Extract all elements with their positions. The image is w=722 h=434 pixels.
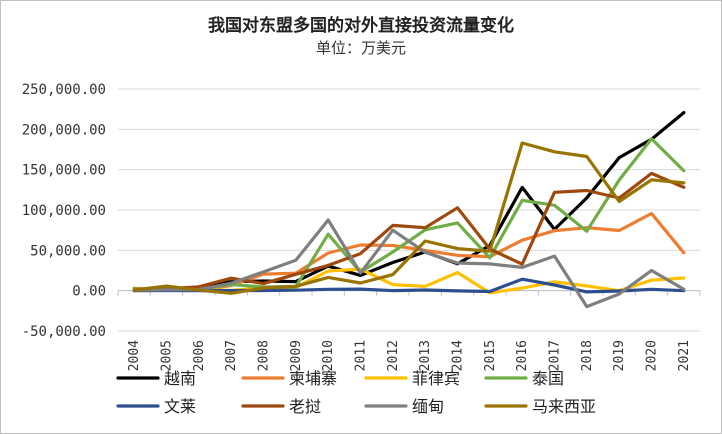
series-group	[132, 110, 686, 309]
x-tick-label: 2012	[386, 340, 401, 371]
legend-label: 柬埔寨	[289, 369, 337, 388]
y-tick-label: 250,000.00	[22, 82, 106, 98]
x-tick-label: 2007	[224, 340, 239, 371]
legend-label: 越南	[164, 369, 196, 388]
legend-label: 文莱	[164, 397, 196, 416]
y-tick-label: 200,000.00	[22, 122, 106, 138]
x-tick-label: 2010	[321, 340, 336, 371]
y-tick-label: 150,000.00	[22, 163, 106, 179]
x-tick-label: 2019	[612, 340, 627, 371]
y-tick-label: 0.00	[72, 284, 106, 300]
x-tick-label: 2005	[160, 340, 175, 371]
legend-label: 菲律宾	[412, 369, 460, 388]
x-tick-label: 2020	[645, 340, 660, 371]
x-tick-label: 2004	[127, 340, 142, 371]
y-tick-label: 50,000.00	[30, 243, 106, 259]
series-line-文莱	[132, 277, 686, 294]
x-tick-label: 2018	[580, 340, 595, 371]
y-tick-label: 100,000.00	[22, 203, 106, 219]
series-line-缅甸	[132, 218, 686, 309]
legend-label: 马来西亚	[532, 397, 596, 416]
x-tick-label: 2013	[418, 340, 433, 371]
chart-subtitle: 单位：万美元	[315, 39, 406, 57]
x-tick-label: 2021	[677, 340, 692, 371]
x-tick-label: 2014	[451, 340, 466, 371]
x-tick-label: 2011	[354, 340, 369, 371]
x-tick-label: 2015	[483, 340, 498, 371]
legend-label: 泰国	[532, 369, 564, 388]
series-line-泰国	[132, 137, 686, 292]
x-tick-label: 2009	[289, 340, 304, 371]
legend-label: 缅甸	[412, 397, 444, 416]
series-line-老挝	[132, 171, 686, 292]
x-tick-label: 2008	[257, 340, 272, 371]
series-line-马来西亚	[132, 141, 686, 295]
y-tick-label: -50,000.00	[22, 324, 106, 340]
series-line-越南	[132, 110, 686, 291]
x-tick-label: 2006	[192, 340, 207, 371]
legend-label: 老挝	[289, 397, 321, 416]
x-tick-label: 2016	[515, 340, 530, 371]
x-tick-label: 2017	[548, 340, 563, 371]
chart-title: 我国对东盟多国的对外直接投资流量变化	[208, 16, 514, 36]
